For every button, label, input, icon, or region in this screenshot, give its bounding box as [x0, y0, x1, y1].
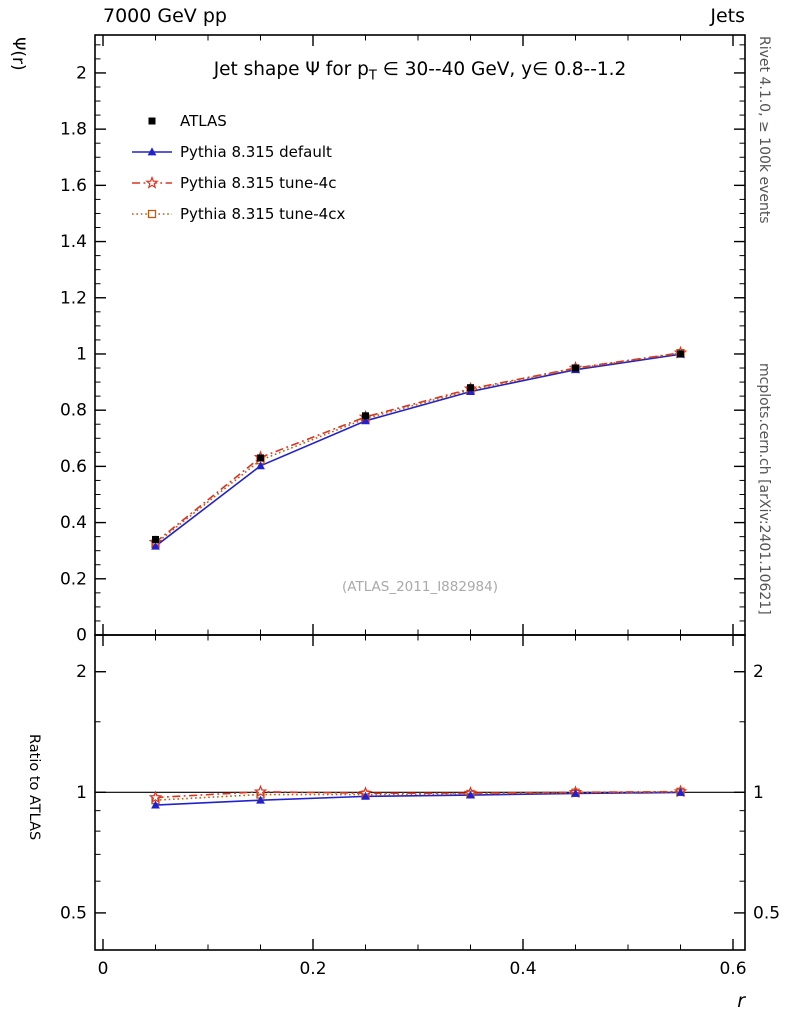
ratio-axis-label: Ratio to ATLAS: [26, 734, 42, 841]
svg-text:2: 2: [76, 63, 87, 83]
svg-text:2: 2: [753, 662, 764, 682]
axes-frame: 0 0.2 0.4 0.6 0 0.2 0.4 0.6 0.8 1 1.2 1.4 1.6 1.8 2 0.5…: [60, 34, 780, 979]
svg-text:Pythia 8.315 tune-4cx: Pythia 8.315 tune-4cx: [180, 205, 345, 223]
svg-text:0.4: 0.4: [60, 513, 87, 533]
svg-text:0.4: 0.4: [509, 959, 536, 979]
mcplots-note: mcplots.cern.ch [arXiv:2401.10621]: [756, 363, 772, 615]
process-label: Jets: [710, 5, 745, 27]
plot-title: Jet shape Ψ for pT ∈ 30--40 GeV, y∈ 0.8-…: [95, 59, 745, 84]
svg-text:1.2: 1.2: [60, 288, 87, 308]
svg-text:1: 1: [76, 783, 87, 803]
plot-title-pre: Jet shape Ψ for p: [213, 59, 369, 80]
svg-text:1: 1: [753, 783, 764, 803]
svg-text:ATLAS: ATLAS: [180, 112, 227, 130]
svg-text:0: 0: [76, 626, 87, 646]
svg-text:0.2: 0.2: [60, 569, 87, 589]
y-axis-label: Ψ(r): [8, 37, 28, 71]
svg-text:Pythia 8.315 tune-4c: Pythia 8.315 tune-4c: [180, 174, 336, 192]
svg-text:0.6: 0.6: [719, 959, 746, 979]
svg-text:0.2: 0.2: [299, 959, 326, 979]
svg-text:0: 0: [98, 959, 109, 979]
svg-text:0.5: 0.5: [753, 903, 780, 923]
analysis-id-watermark: (ATLAS_2011_I882984): [342, 579, 498, 595]
svg-text:0.6: 0.6: [60, 457, 87, 477]
svg-text:Pythia 8.315 default: Pythia 8.315 default: [180, 143, 332, 161]
plot-title-post: ∈ 30--40 GeV, y∈ 0.8--1.2: [376, 59, 627, 80]
svg-text:0.5: 0.5: [60, 903, 87, 923]
svg-text:2: 2: [76, 662, 87, 682]
legend: ATLAS Pythia 8.315 default Pythia 8.315 tu…: [132, 112, 345, 223]
rivet-version-note: Rivet 4.1.0, ≥ 100k events: [756, 36, 772, 224]
svg-text:1.6: 1.6: [60, 176, 87, 196]
svg-text:1.8: 1.8: [60, 120, 87, 140]
svg-text:1.4: 1.4: [60, 232, 87, 252]
svg-text:1: 1: [76, 344, 87, 364]
svg-text:0.8: 0.8: [60, 401, 87, 421]
data-series-main: [148, 345, 688, 550]
x-axis-label: r: [737, 990, 745, 1012]
beam-energy-label: 7000 GeV pp: [103, 5, 227, 27]
data-series-ratio: [148, 784, 688, 809]
plot-title-subscript: T: [368, 68, 377, 84]
